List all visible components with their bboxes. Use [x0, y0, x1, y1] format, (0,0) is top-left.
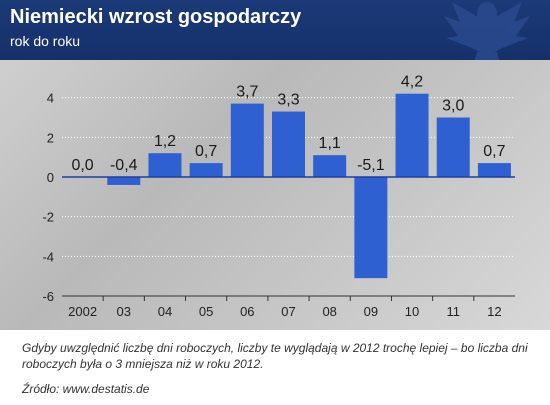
x-tick-label: 06 [240, 304, 254, 319]
x-tick-label: 11 [446, 304, 460, 319]
y-tick-label: -6 [42, 289, 54, 304]
chart-caption: Gdyby uwzględnić liczbę dni roboczych, l… [22, 341, 528, 371]
bar-value-label: -0,4 [110, 157, 138, 174]
bar [230, 103, 264, 177]
chart-header: Niemiecki wzrost gospodarczy rok do roku [0, 0, 550, 60]
x-tick-label: 2002 [68, 304, 97, 319]
chart-source: Źródło: www.destatis.de [22, 382, 150, 396]
bar [189, 163, 223, 177]
bar [436, 117, 470, 177]
chart-background [0, 60, 550, 330]
bar [148, 153, 182, 177]
bar [107, 177, 141, 185]
x-tick-label: 07 [281, 304, 295, 319]
eagle-emblem-icon [444, 2, 530, 60]
y-tick-label: 4 [47, 91, 54, 106]
x-tick-label: 10 [405, 304, 419, 319]
bar-value-label: 4,2 [401, 74, 423, 91]
chart-title: Niemiecki wzrost gospodarczy [10, 6, 302, 28]
y-tick-label: 2 [47, 130, 54, 145]
x-tick-label: 08 [322, 304, 336, 319]
bar-value-label: 3,7 [236, 84, 258, 101]
y-tick-label: -4 [42, 249, 54, 264]
chart-subtitle: rok do roku [10, 33, 81, 49]
bar-value-label: 1,1 [319, 135, 341, 152]
bar-value-label: 0,0 [71, 157, 93, 174]
bar [272, 111, 305, 177]
bar-value-label: 3,3 [277, 92, 299, 109]
bar-value-label: 0,7 [483, 143, 505, 160]
bar [313, 155, 347, 177]
y-tick-label: -2 [42, 210, 54, 225]
bar [477, 163, 511, 177]
bar-chart: -6 -4 -2 0 2 4 0,0 2002 -0,4 03 1,2 04 0,7 05 3,7 06 3,3… [42, 74, 515, 319]
x-tick-label: 05 [199, 304, 213, 319]
x-tick-label: 03 [117, 304, 131, 319]
bar [395, 93, 429, 177]
x-tick-label: 09 [364, 304, 378, 319]
bar [354, 177, 388, 279]
bar-value-label: 0,7 [195, 143, 217, 160]
bar-value-label: 3,0 [442, 98, 464, 115]
bar-value-label: 1,2 [154, 133, 176, 150]
bar-value-label: -5,1 [357, 157, 385, 174]
x-tick-label: 04 [158, 304, 172, 319]
y-tick-label: 0 [47, 170, 54, 185]
x-tick-label: 12 [487, 304, 501, 319]
